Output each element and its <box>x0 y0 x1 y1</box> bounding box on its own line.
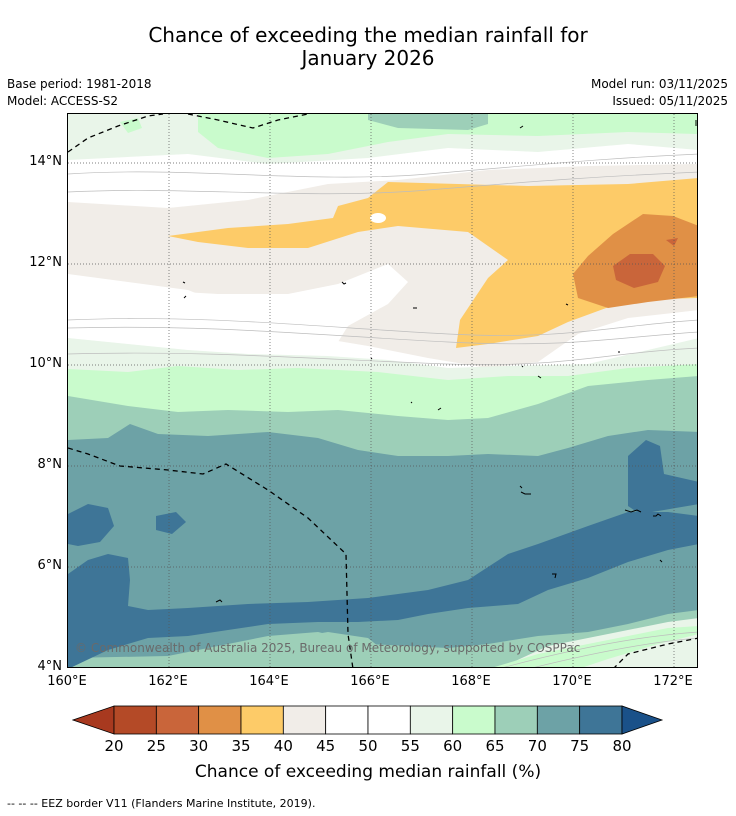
contour-lines <box>68 153 697 667</box>
red-orange-zone <box>613 254 665 288</box>
gridlines <box>68 114 697 667</box>
lat-label-6: 6°N <box>37 558 63 573</box>
dark-blue-zone-spot <box>156 512 186 534</box>
map-panel <box>67 113 698 668</box>
eez-legend: -- -- -- EEZ border V11 (Flanders Marine… <box>7 797 316 810</box>
lat-label-4: 4°N <box>37 659 63 674</box>
lat-label-14: 14°N <box>29 154 62 169</box>
orange-band <box>168 178 697 348</box>
colorbar-cell <box>367 705 411 735</box>
red-orange-spot <box>666 238 678 246</box>
colorbar-tick-label: 60 <box>443 737 463 755</box>
lat-label-8: 8°N <box>37 457 63 472</box>
colorbar-tick-label: 35 <box>231 737 251 755</box>
colorbar-high-arrow <box>621 705 664 735</box>
lon-label-160: 160°E <box>47 674 87 689</box>
colorbar-title: Chance of exceeding median rainfall (%) <box>194 762 542 782</box>
colorbar <box>72 705 664 735</box>
lon-label-170: 170°E <box>552 674 592 689</box>
colorbar-cell <box>325 705 369 735</box>
eez-borders <box>68 114 697 667</box>
colorbar-low-arrow <box>72 705 115 735</box>
colorbar-tick-label: 80 <box>612 737 632 755</box>
copyright-notice: © Commonwealth of Australia 2025, Bureau… <box>75 641 581 655</box>
colorbar-cell <box>240 705 284 735</box>
colorbar-cell <box>494 705 538 735</box>
lon-label-162: 162°E <box>148 674 188 689</box>
rainfall-map <box>68 114 697 667</box>
colorbar-tick-label: 65 <box>485 737 505 755</box>
lat-label-12: 12°N <box>29 255 62 270</box>
islands <box>182 120 697 603</box>
dark-blue-zone-east <box>628 440 697 514</box>
colorbar-cell <box>155 705 200 735</box>
colorbar-cell <box>579 705 623 735</box>
lat-label-10: 10°N <box>29 356 62 371</box>
colorbar-cell <box>409 705 454 735</box>
colorbar-tick-label: 75 <box>570 737 590 755</box>
colorbar-cell <box>536 705 581 735</box>
colorbar-tick-label: 50 <box>358 737 378 755</box>
slate-band <box>68 424 697 658</box>
lon-label-168: 168°E <box>451 674 491 689</box>
model-name: Model: ACCESS-S2 <box>7 94 119 108</box>
top-light-green-spot <box>120 118 142 133</box>
chart-title-line1: Chance of exceeding the median rainfall … <box>148 23 588 47</box>
lon-label-166: 166°E <box>350 674 390 689</box>
dark-blue-zone-west <box>68 504 114 546</box>
colorbar-cell <box>113 705 157 735</box>
top-light-green-zone <box>198 114 697 158</box>
top-teal-zone <box>368 114 488 130</box>
model-run: Model run: 03/11/2025 <box>590 77 728 91</box>
white-patch <box>68 264 408 342</box>
white-dot <box>370 213 386 223</box>
colorbar-tick-label: 30 <box>189 737 209 755</box>
colorbar-cell <box>282 705 327 735</box>
colorbar-tick-label: 25 <box>146 737 166 755</box>
colorbar-tick-label: 20 <box>104 737 124 755</box>
issued-date: Issued: 05/11/2025 <box>612 94 728 108</box>
dark-blue-zone-south <box>68 512 697 667</box>
colorbar-tick-label: 70 <box>527 737 547 755</box>
colorbar-cell <box>452 705 496 735</box>
lon-label-164: 164°E <box>249 674 289 689</box>
colorbar-tick-label: 45 <box>316 737 336 755</box>
lon-label-172: 172°E <box>653 674 693 689</box>
base-period: Base period: 1981-2018 <box>7 77 152 91</box>
colorbar-tick-label: 55 <box>400 737 420 755</box>
colorbar-cell <box>198 705 242 735</box>
chart-title-line2: January 2026 <box>301 46 435 70</box>
colorbar-tick-label: 40 <box>273 737 293 755</box>
